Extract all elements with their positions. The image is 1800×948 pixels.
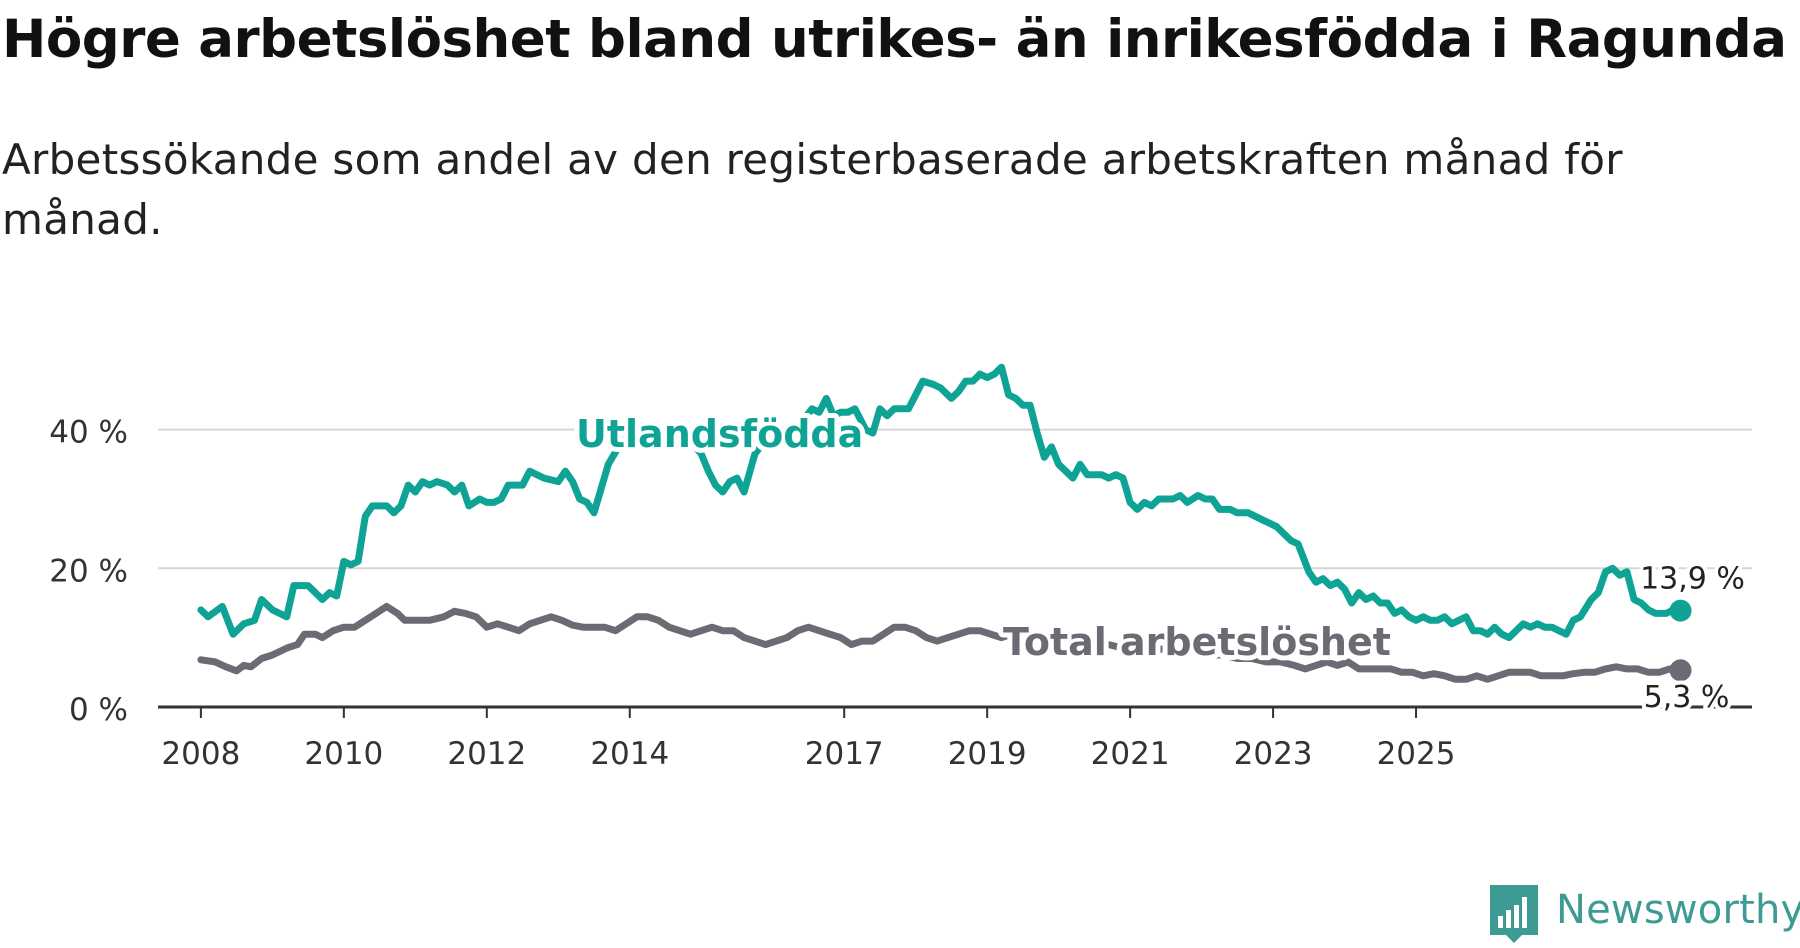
series-label-utlandsfodda-halo: Utlandsfödda xyxy=(576,412,863,456)
x-tick-label: 2014 xyxy=(590,736,669,772)
line-chart: 0 % 20 % 40 % 2008 2010 2012 2014 2017 2019 2021 2… xyxy=(49,363,1752,772)
series-label-total: Total arbetslöshet xyxy=(1003,620,1391,664)
y-tick-label: 0 % xyxy=(69,692,128,728)
x-tick-label: 2010 xyxy=(304,736,383,772)
axis-layer: 0 % 20 % 40 % 2008 2010 2012 2014 2017 2019 2021 2… xyxy=(49,415,1752,772)
y-tick-label: 20 % xyxy=(49,553,128,589)
y-tick-label: 40 % xyxy=(49,415,128,451)
utlandsfodda-end-dot xyxy=(1669,599,1692,622)
x-tick-label: 2021 xyxy=(1091,736,1170,772)
end-label-total: 5,3 % xyxy=(1644,680,1730,715)
x-tick-label: 2017 xyxy=(805,736,884,772)
x-tick-label: 2012 xyxy=(447,736,526,772)
newsworthy-logo-text: Newsworthy xyxy=(1556,887,1800,933)
x-tick-label: 2019 xyxy=(948,736,1027,772)
end-label-total-halo: 5,3 % xyxy=(1644,680,1730,715)
newsworthy-logo-icon xyxy=(1490,885,1538,943)
series-label-utlandsfodda: Utlandsfödda xyxy=(576,412,863,456)
utlandsfodda-line xyxy=(197,363,1684,642)
total-arbetsloshet-line xyxy=(197,602,1684,683)
chart-subtitle: Arbetssökande som andel av den registerb… xyxy=(2,135,1623,244)
chart-title: Högre arbetslöshet bland utrikes- än inr… xyxy=(2,9,1787,70)
total-arbetsloshet-end-dot xyxy=(1669,659,1692,682)
end-label-utlandsfodda-halo: 13,9 % xyxy=(1640,562,1745,597)
x-tick-label: 2025 xyxy=(1377,736,1456,772)
series-label-total-halo: Total arbetslöshet xyxy=(1003,620,1391,664)
end-label-utlandsfodda: 13,9 % xyxy=(1640,562,1745,597)
grid-layer xyxy=(158,428,1752,570)
line-layer xyxy=(197,363,1692,683)
x-tick-label: 2008 xyxy=(161,736,240,772)
x-tick-label: 2023 xyxy=(1234,736,1313,772)
newsworthy-logo: Newsworthy xyxy=(1488,883,1800,945)
